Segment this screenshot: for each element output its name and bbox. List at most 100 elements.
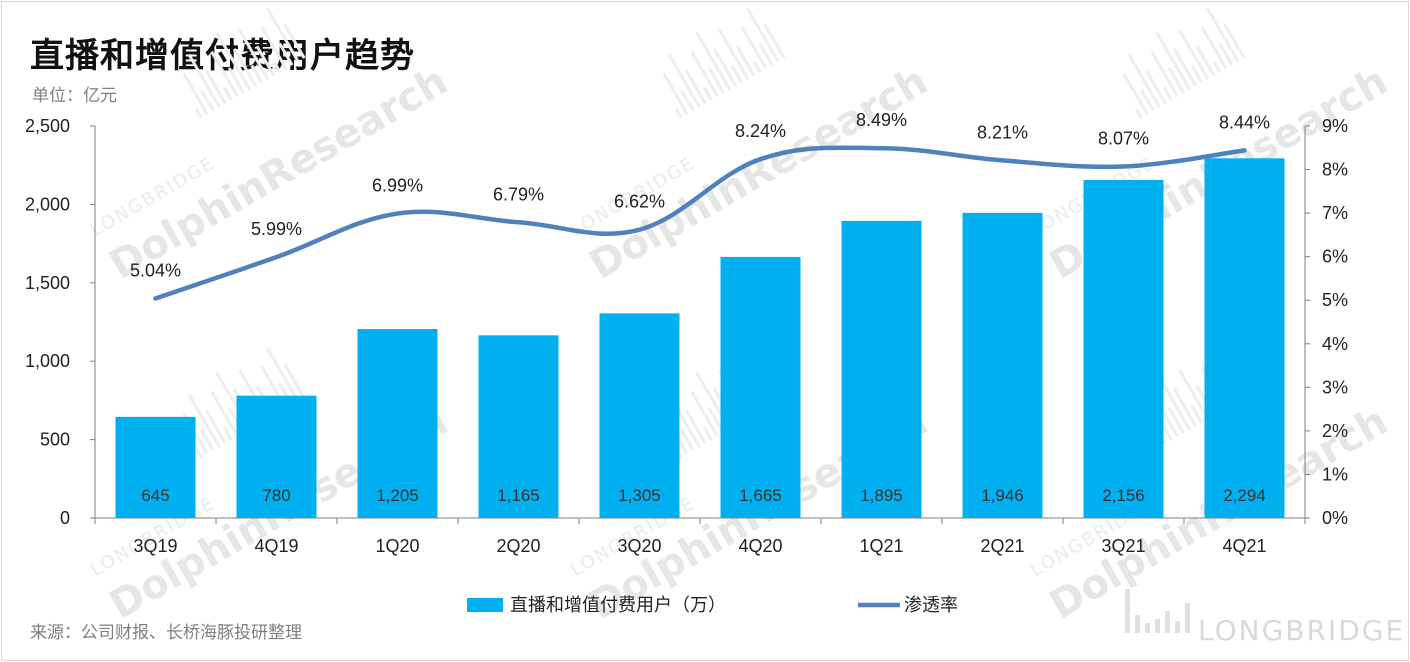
line-label-3Q19: 5.04% xyxy=(130,260,181,280)
watermark-bar xyxy=(1213,61,1222,73)
bar-label-3Q19: 645 xyxy=(141,486,169,505)
left-tick-label: 1,500 xyxy=(25,273,70,293)
line-label-1Q20: 6.99% xyxy=(372,176,423,196)
bar-2Q20 xyxy=(478,335,559,518)
left-tick-label: 2,000 xyxy=(25,194,70,214)
bar-label-3Q20: 1,305 xyxy=(618,486,661,505)
watermark-bar xyxy=(1172,48,1198,87)
watermark-bar xyxy=(182,72,209,115)
bar-label-2Q20: 1,165 xyxy=(497,486,540,505)
watermark-bar xyxy=(265,347,300,403)
left-tick-label: 500 xyxy=(40,430,70,450)
watermark-bar xyxy=(222,86,233,101)
line-label-2Q21: 8.21% xyxy=(977,122,1028,142)
watermark-bar xyxy=(1127,53,1161,108)
penetration-line xyxy=(153,145,1247,301)
line-label-4Q19: 5.99% xyxy=(251,219,302,239)
watermark-bar xyxy=(1145,69,1167,105)
right-tick-label: 9% xyxy=(1322,116,1348,136)
longbridge-logo-icon xyxy=(1125,589,1190,633)
right-tick-label: 7% xyxy=(1322,203,1348,223)
bar-label-1Q21: 1,895 xyxy=(860,486,903,505)
left-tick-label: 0 xyxy=(60,508,70,528)
watermark-bar xyxy=(1172,388,1198,427)
line-label-3Q20: 6.62% xyxy=(614,192,665,212)
watermark-bar xyxy=(222,426,233,441)
watermark-bar xyxy=(662,72,689,115)
watermark-bar xyxy=(210,50,239,98)
bar-1Q21 xyxy=(841,220,922,518)
right-tick-label: 5% xyxy=(1322,290,1348,310)
bar-1Q20 xyxy=(357,329,438,518)
watermark-bar xyxy=(690,390,719,438)
right-tick-label: 0% xyxy=(1322,508,1348,528)
watermark-bar xyxy=(187,393,221,448)
x-tick-label-4Q19: 4Q19 xyxy=(254,536,298,556)
bar-3Q21 xyxy=(1083,179,1164,518)
watermark-bar xyxy=(745,7,780,63)
watermark-bar xyxy=(1167,67,1185,94)
right-tick-label: 6% xyxy=(1322,247,1348,267)
bar-label-1Q20: 1,205 xyxy=(376,486,419,505)
x-tick-label-2Q21: 2Q21 xyxy=(980,536,1024,556)
line-label-1Q21: 8.49% xyxy=(856,110,907,130)
watermark-bar xyxy=(250,64,264,84)
line-label-4Q20: 8.24% xyxy=(735,121,786,141)
watermark-bar xyxy=(1122,72,1149,115)
watermark-bar xyxy=(1195,45,1216,77)
watermark-bar xyxy=(758,42,774,66)
watermark-bar xyxy=(232,48,258,87)
right-tick-label: 1% xyxy=(1322,464,1348,484)
watermark-bar xyxy=(735,45,756,77)
watermark-bar xyxy=(1200,26,1228,70)
bar-4Q20 xyxy=(720,256,801,518)
watermark-bar xyxy=(1162,426,1173,441)
watermark-bar xyxy=(680,89,695,112)
x-tick-label-4Q20: 4Q20 xyxy=(738,536,782,556)
watermark-bar xyxy=(1205,7,1240,63)
watermark-bar xyxy=(680,429,695,452)
x-tick-label-4Q21: 4Q21 xyxy=(1222,536,1266,556)
watermark-bar xyxy=(740,26,768,70)
x-tick-label-1Q21: 1Q21 xyxy=(859,536,903,556)
watermark-bar xyxy=(194,448,203,459)
watermark-bar xyxy=(255,45,276,77)
watermark-bar xyxy=(702,426,713,441)
left-tick-label: 1,000 xyxy=(25,351,70,371)
watermark-bar xyxy=(685,69,707,105)
bar-4Q21 xyxy=(1204,158,1285,519)
line-label-3Q21: 8.07% xyxy=(1098,129,1149,149)
watermark-bar xyxy=(1167,407,1185,434)
axes: 0 500 1,000 1,500 2,000 2,500 0% 1% 2% 3% 4% 5% 6% 7%… xyxy=(25,116,1348,556)
watermark-bar xyxy=(194,108,203,119)
bar-2Q21 xyxy=(962,212,1043,519)
watermark-bar xyxy=(712,48,738,87)
watermark-bar xyxy=(674,108,683,119)
watermark-bar xyxy=(1155,31,1191,91)
x-tick-label-3Q21: 3Q21 xyxy=(1101,536,1145,556)
watermark-bar xyxy=(667,53,701,108)
x-tick-label-3Q19: 3Q19 xyxy=(133,536,177,556)
watermark-bar xyxy=(763,23,786,59)
watermark-bar xyxy=(1162,86,1173,101)
bar-label-3Q21: 2,156 xyxy=(1102,486,1145,505)
watermark-bar xyxy=(690,50,719,98)
watermark-bar xyxy=(283,23,306,59)
watermark-bar xyxy=(1140,89,1155,112)
legend-line-label: 渗透率 xyxy=(904,595,958,616)
line-label-4Q21: 8.44% xyxy=(1219,112,1270,132)
watermark-bar xyxy=(215,31,251,91)
unit-label: 单位：亿元 xyxy=(32,86,117,106)
watermark-bar xyxy=(1134,108,1143,119)
watermark-bar xyxy=(1150,50,1179,98)
watermark-bar xyxy=(753,61,762,73)
watermark-bar xyxy=(260,26,288,70)
source-note: 来源：公司财报、长桥海豚投研整理 xyxy=(30,623,302,643)
watermark-bar xyxy=(205,69,227,105)
watermark-bar xyxy=(265,7,300,63)
watermark-bar xyxy=(187,53,221,108)
watermark-bar xyxy=(685,409,707,445)
bar-label-4Q21: 2,294 xyxy=(1223,486,1266,505)
